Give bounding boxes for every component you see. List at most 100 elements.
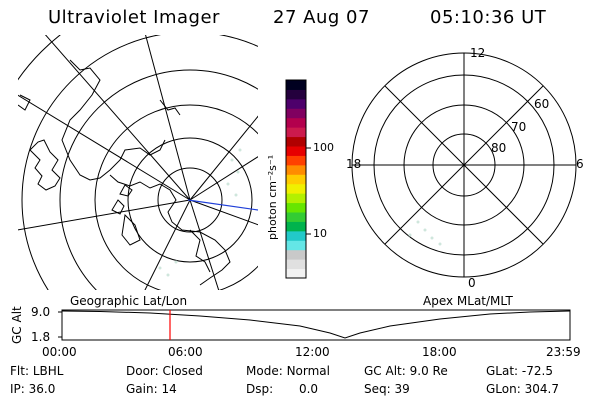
gc-alt-ylabel: GC Alt [10, 306, 24, 344]
door-value: Closed [162, 364, 203, 378]
colorbar-segment [286, 127, 306, 138]
dsp-value: 0.0 [298, 382, 319, 396]
mlt-line [384, 85, 544, 245]
meridian-highlight [187, 199, 258, 211]
mlt-label-6: 6 [576, 157, 584, 171]
colorbar-tick-100: 100 [313, 141, 334, 154]
altitude-plot-frame [61, 309, 571, 341]
geographic-label: Geographic Lat/Lon [70, 294, 188, 308]
seq-field: Seq: 39 [364, 382, 410, 396]
mlt-label-18: 18 [346, 157, 362, 171]
colorbar-segment [286, 117, 306, 128]
lat-circle [94, 104, 258, 290]
colorbar-segment [286, 212, 306, 222]
coastline [61, 59, 166, 181]
lat-circle [59, 69, 258, 290]
time-label: 05:10:36 UT [430, 7, 547, 28]
colorbar-segment [286, 108, 306, 119]
apex-label: Apex MLat/MLT [423, 294, 513, 308]
meridian [189, 156, 258, 201]
coastline [18, 94, 31, 111]
glat-label: GLat: [486, 364, 519, 378]
glon-value: 304.7 [524, 382, 559, 396]
coastline [159, 99, 181, 116]
colorbar-tick-10: 10 [313, 227, 327, 240]
meridian [144, 199, 191, 290]
glat-value: -72.5 [521, 364, 553, 378]
mlat-label-70: 70 [511, 120, 527, 134]
coastline [109, 174, 231, 286]
altitude-curve [61, 310, 571, 339]
mlt-label-0: 0 [468, 276, 476, 290]
mode-field: Mode: Normal [246, 364, 330, 378]
colorbar-segment [286, 136, 306, 147]
filter-value: LBHL [32, 364, 64, 378]
gain-field: Gain: 14 [126, 382, 177, 396]
mode-value: Normal [286, 364, 330, 378]
door-field: Door: Closed [126, 364, 203, 378]
colorbar-segment [286, 249, 306, 260]
xtick-1200: 12:00 [295, 345, 330, 359]
coastline [111, 199, 125, 215]
coastline [29, 139, 61, 191]
gc-alt-value: 9.0 Re [409, 364, 448, 378]
lat-circle [127, 137, 253, 263]
meridian [18, 199, 191, 231]
colorbar-segment [286, 80, 306, 90]
colorbar [286, 80, 306, 279]
meridian [189, 115, 258, 201]
ip-value: 36.0 [28, 382, 56, 396]
lat-circle [21, 35, 258, 290]
xtick-0000: 00:00 [42, 345, 77, 359]
gain-value: 14 [161, 382, 177, 396]
mode-label: Mode: [246, 364, 283, 378]
date-label: 27 Aug 07 [273, 7, 370, 28]
colorbar-segment [286, 221, 306, 232]
xtick-1800: 18:00 [422, 345, 457, 359]
meridian [145, 35, 191, 201]
colorbar-segment [286, 98, 306, 109]
glat-field: GLat: -72.5 [486, 364, 553, 378]
colorbar-segment [286, 240, 306, 251]
filter-label: Flt: [10, 364, 29, 378]
colorbar-segment [286, 259, 306, 270]
dsp-field: Dsp: 0.0 [246, 382, 318, 396]
colorbar-segment [286, 89, 306, 100]
seq-label: Seq: [364, 382, 391, 396]
meridian [189, 199, 220, 290]
meridian [189, 199, 258, 226]
colorbar-segment [286, 155, 306, 166]
glon-label: GLon: [486, 382, 521, 396]
coastline [189, 229, 211, 273]
xtick-0600: 06:00 [168, 345, 203, 359]
lat-circle [157, 167, 223, 233]
colorbar-segment [286, 146, 306, 156]
coastline [119, 184, 133, 197]
mlat-label-60: 60 [534, 97, 550, 111]
colorbar-segment [286, 183, 306, 194]
colorbar-segment [286, 230, 306, 241]
colorbar-segment [286, 193, 306, 204]
apex-polar-plot [351, 52, 577, 278]
door-label: Door: [126, 364, 159, 378]
gc-alt-field: GC Alt: 9.0 Re [364, 364, 448, 378]
gc-alt-label: GC Alt: [364, 364, 406, 378]
dsp-label: Dsp: [246, 382, 274, 396]
colorbar-segment [286, 202, 306, 213]
meridian [44, 35, 191, 201]
coastline [121, 213, 141, 246]
colorbar-segment [286, 174, 306, 185]
instrument-title: Ultraviolet Imager [48, 7, 220, 28]
meridian [18, 94, 191, 201]
glon-field: GLon: 304.7 [486, 382, 559, 396]
filter-field: Flt: LBHL [10, 364, 63, 378]
gain-label: Gain: [126, 382, 158, 396]
ytick-low: 1.8 [31, 330, 51, 344]
mlt-label-12: 12 [470, 46, 486, 60]
seq-value: 39 [394, 382, 410, 396]
mlat-label-80: 80 [491, 141, 507, 155]
colorbar-segment [286, 268, 306, 279]
ip-label: IP: [10, 382, 25, 396]
xtick-2359: 23:59 [546, 345, 581, 359]
